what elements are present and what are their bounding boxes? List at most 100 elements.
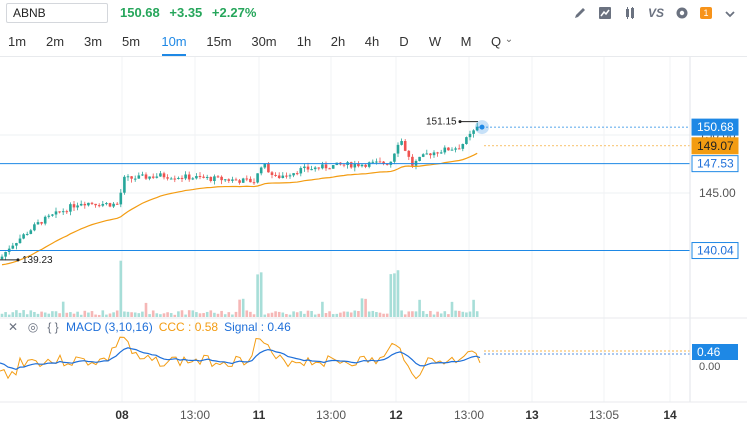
compare-icon[interactable]: VS [648,6,665,20]
tf-1h[interactable]: 1h [296,34,312,49]
tf-5m[interactable]: 5m [121,34,141,49]
tf-q[interactable]: Q [490,34,502,49]
candle [310,169,313,171]
volume-bar [126,311,130,317]
volume-bar [36,313,40,317]
candle [173,178,177,180]
candle [61,211,65,213]
candle [155,176,159,178]
candle [72,204,76,208]
macd-name: MACD (3,10,16) [66,320,153,334]
tf-30m[interactable]: 30m [251,34,277,49]
volume-bar [411,311,414,317]
volume-bar [187,310,191,317]
candle [342,164,346,166]
volume-bar [18,312,22,317]
candle [227,179,231,181]
candle [223,179,227,181]
candles-icon[interactable] [623,6,637,20]
candle [141,174,144,176]
volume-bar [123,311,126,317]
tf-2m[interactable]: 2m [45,34,65,49]
area-chart-icon[interactable] [598,6,612,20]
settings-icon[interactable]: ◎ [27,320,39,334]
candle [403,141,407,151]
volume-bar [425,313,429,317]
active-timeframe-indicator [162,54,186,56]
volume-bar [148,314,151,317]
macd-ccc-line [0,336,481,380]
alert-icon[interactable]: 1 [700,7,712,19]
tf-15m[interactable]: 15m [206,34,232,49]
volume-bar [0,313,4,317]
candle [90,202,94,204]
volume-bar [177,311,180,317]
candle [270,172,274,175]
settings-icon[interactable] [675,6,689,20]
x-axis-label: 13:00 [180,408,210,422]
volume-bar [403,314,407,317]
ma-price-tag: 149.07 [697,139,734,153]
candle [159,173,162,177]
tf-2h[interactable]: 2h [330,34,346,49]
volume-bar [198,313,202,317]
volume-bar [454,310,457,317]
volume-bar [274,311,277,317]
tf-1m[interactable]: 1m [7,34,27,49]
candles [0,122,479,261]
tf-m[interactable]: M [460,34,472,49]
x-axis-label: 12 [389,408,403,422]
candle [126,176,130,178]
candle [144,174,148,179]
candle [432,152,436,156]
candle [267,163,270,173]
volume-bar [40,311,43,317]
chevron-down-icon[interactable]: ⌄ [504,34,514,45]
volume-bar [51,311,54,317]
toolbar: VS 1 [573,4,737,22]
ma-price-tag-bg [691,137,739,155]
candle [306,166,310,170]
volume-bar [450,301,454,317]
candle [249,178,252,183]
code-icon[interactable]: { } [47,320,59,334]
volume-bar [137,313,141,317]
candle [33,224,36,231]
candle [349,162,353,168]
candle [461,144,465,149]
candle [83,203,87,206]
volume-bar [61,301,65,317]
candle [252,182,256,184]
candle [43,216,47,224]
candle [54,211,58,215]
volume-bar [324,313,328,317]
tf-3m[interactable]: 3m [83,34,103,49]
volume-bar [155,313,159,317]
candle [475,126,479,131]
tf-4h[interactable]: 4h [364,34,380,49]
collapse-icon[interactable] [723,6,737,20]
x-axis-label: 13 [525,408,539,422]
candle [213,176,216,181]
tf-w[interactable]: W [428,34,442,49]
tf-d[interactable]: D [399,34,409,49]
volume-bar [461,311,465,317]
tf-10m[interactable]: 10m [161,34,187,49]
candle [299,168,303,174]
pencil-icon[interactable] [573,6,587,20]
volume-bar [313,314,317,317]
candle [313,167,317,170]
volume-bar [133,312,137,317]
candle [256,173,259,183]
candle [15,243,18,246]
last-price-dot [479,124,485,130]
volume-bar [141,311,144,317]
close-icon[interactable]: ✕ [7,320,19,334]
candle [454,148,457,150]
x-axis-label: 13:05 [589,408,619,422]
symbol-input[interactable] [6,3,108,23]
candle [69,204,72,212]
volume-bar [119,260,123,317]
